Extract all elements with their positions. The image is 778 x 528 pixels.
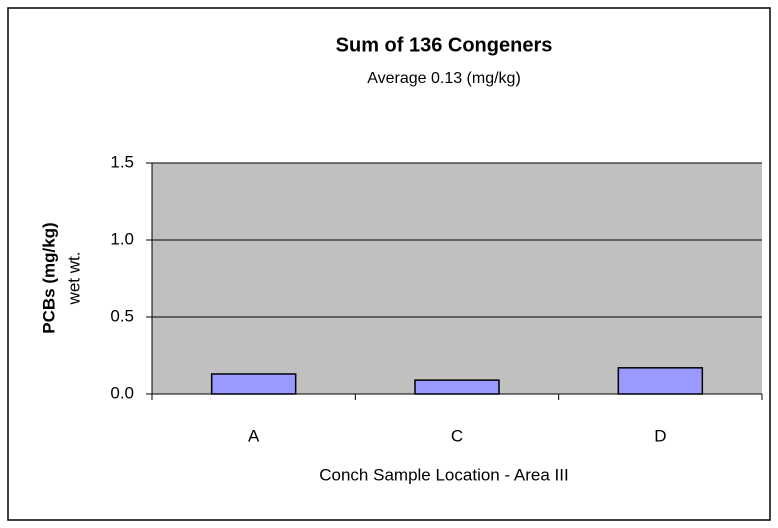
- chart-subtitle: Average 0.13 (mg/kg): [367, 70, 521, 87]
- y-axis-label: wet wt.: [64, 252, 83, 306]
- y-tick-label: 1.0: [110, 229, 134, 248]
- bar: [210, 373, 297, 395]
- x-axis-label: Conch Sample Location - Area III: [319, 465, 568, 484]
- x-tick-label: A: [248, 426, 260, 445]
- plot-area: [152, 163, 762, 394]
- y-tick-label: 0.0: [110, 383, 134, 402]
- y-tick-label: 0.5: [110, 306, 134, 325]
- bar: [617, 367, 704, 395]
- x-tick-label: C: [451, 426, 463, 445]
- y-axis-label: PCBs (mg/kg): [39, 222, 58, 333]
- chart-title: Sum of 136 Congeners: [336, 34, 553, 56]
- y-tick-label: 1.5: [110, 152, 134, 171]
- x-tick-label: D: [654, 426, 666, 445]
- bar: [414, 379, 500, 395]
